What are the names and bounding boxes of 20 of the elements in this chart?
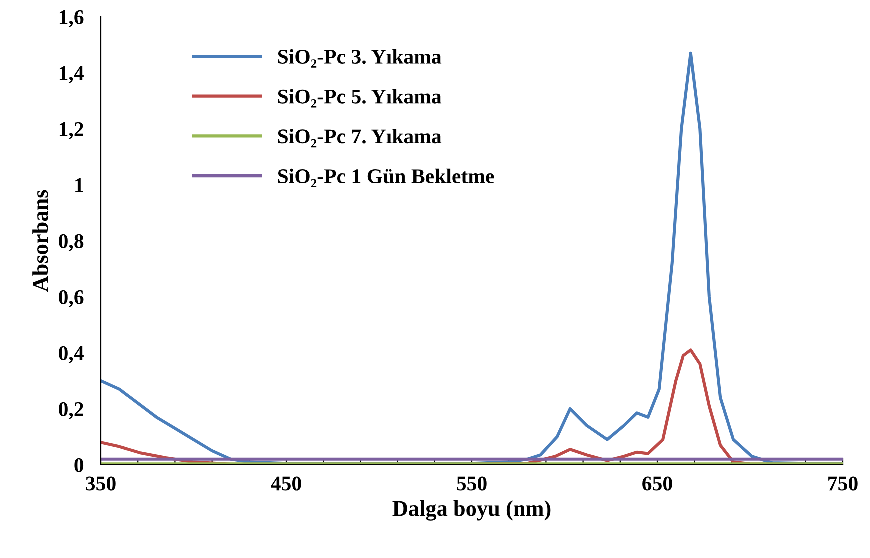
y-tick-label: 1,6 xyxy=(60,10,84,28)
legend-label: SiO₂-Pc 3. Yıkama xyxy=(278,49,442,68)
x-tick-label: 450 xyxy=(271,476,302,491)
legend-label: SiO₂-Pc 7. Yıkama xyxy=(278,129,442,148)
y-tick-label: 1,2 xyxy=(60,122,84,140)
x-tick-label: 650 xyxy=(642,476,672,491)
x-axis-title: Dalga boyu (nm) xyxy=(392,500,551,521)
y-tick-label: 0,6 xyxy=(59,290,84,308)
y-axis-title: Absorbans xyxy=(32,190,48,292)
y-tick-label: 1 xyxy=(76,178,84,192)
legend-label: SiO₂-Pc 5. Yıkama xyxy=(278,89,442,108)
y-tick-label: 0,2 xyxy=(59,402,84,420)
y-tick-label: 1,4 xyxy=(60,66,84,84)
y-tick-label: 0,8 xyxy=(59,234,84,252)
x-tick-label: 750 xyxy=(828,476,858,491)
y-tick-label: 0 xyxy=(74,458,84,472)
y-tick-label: 0,4 xyxy=(59,346,84,364)
x-tick-label: 350 xyxy=(86,476,116,491)
x-tick-label: 550 xyxy=(457,476,487,491)
legend-label: SiO₂-Pc 1 Gün Bekletme xyxy=(278,168,494,188)
